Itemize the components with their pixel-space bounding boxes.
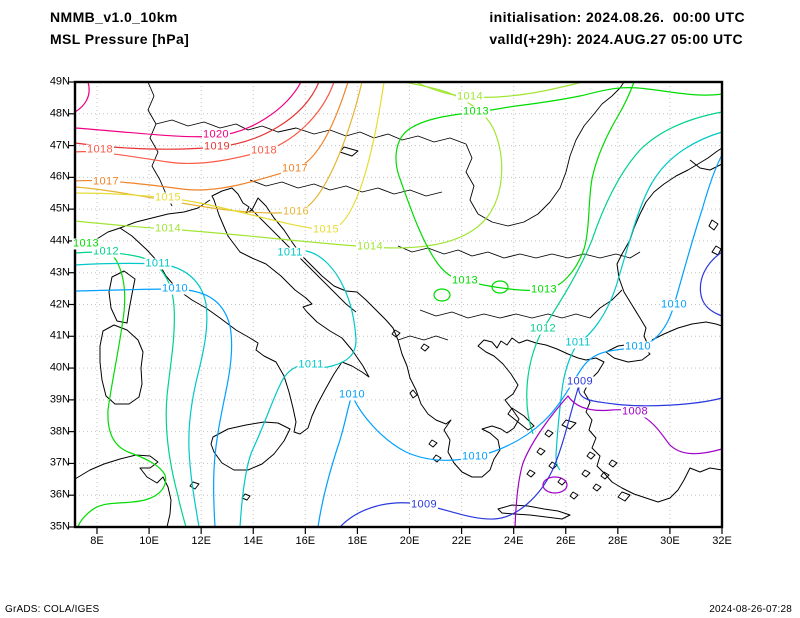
lon-tick-label: 30E [660, 535, 680, 547]
contour-label: 1010 [460, 450, 490, 463]
lat-tick-label: 43N [49, 266, 70, 279]
lat-tick-label: 44N [49, 234, 70, 247]
lon-tick-label: 24E [503, 535, 524, 547]
contour-label: 1012 [91, 245, 121, 258]
grads-credit: GrADS: COLA/IGES [5, 604, 100, 615]
contour-label: 1008 [620, 405, 650, 418]
contour-label: 1013 [461, 105, 491, 118]
contour-label: 1017 [280, 162, 310, 175]
contour-label: 1016 [281, 205, 311, 218]
contour-label: 1013 [529, 283, 559, 296]
contour-label: 1010 [160, 282, 190, 295]
lat-tick-label: 46N [49, 170, 70, 183]
contour-label: 1013 [71, 237, 101, 250]
lon-tick-label: 26E [555, 535, 576, 547]
contour-label: 1018 [249, 144, 279, 157]
contour-label: 1011 [144, 257, 172, 270]
contour-label: 1014 [355, 240, 385, 253]
lon-tick-label: 14E [243, 535, 264, 547]
lon-tick-label: 10E [139, 535, 159, 547]
lat-tick-label: 41N [49, 329, 70, 342]
lon-tick-label: 18E [347, 535, 368, 547]
map-frame [73, 80, 724, 529]
lat-tick-label: 38N [49, 425, 70, 438]
contour-label: 1010 [337, 388, 367, 401]
lat-tick-label: 40N [49, 361, 70, 374]
contour-label: 1014 [455, 90, 485, 103]
lon-tick-label: 12E [191, 535, 211, 547]
lat-tick-label: 42N [49, 298, 70, 310]
contour-label: 1020 [201, 128, 231, 141]
contour-label: 1011 [276, 246, 304, 259]
country-borders [147, 81, 641, 341]
contour-label: 1009 [565, 375, 595, 388]
contour-label: 1015 [311, 223, 341, 236]
lon-tick-label: 22E [451, 535, 472, 547]
lat-tick-label: 47N [49, 139, 70, 152]
lat-tick-label: 48N [49, 107, 70, 120]
contour-label: 1010 [659, 298, 689, 311]
lat-tick-label: 36N [49, 488, 70, 501]
pressure-contours [74, 81, 723, 528]
contour-label: 1011 [564, 336, 592, 349]
lon-tick-label: 28E [608, 535, 628, 547]
contour-label: 1019 [202, 140, 232, 153]
creation-timestamp: 2024-08-26-07:28 [709, 604, 792, 615]
lon-tick-label: 20E [399, 535, 420, 547]
lat-tick-label: 35N [49, 520, 70, 533]
lon-tick-label: 8E [90, 535, 104, 547]
contour-label: 1015 [153, 191, 183, 204]
valid-time: valld(+29h): 2024.AUG.27 05:00 UTC [489, 31, 743, 47]
lat-tick-label: 49N [49, 75, 70, 88]
contour-label: 1010 [623, 340, 653, 353]
contour-label: 1013 [450, 274, 480, 287]
contour-label: 1014 [153, 222, 183, 235]
contour-label: 1011 [297, 358, 325, 371]
contour-label: 1009 [409, 498, 439, 511]
model-title: NMMB_v1.0_10km [50, 9, 178, 25]
lon-tick-label: 16E [295, 535, 316, 547]
field-title: MSL Pressure [hPa] [50, 31, 190, 47]
contour-label: 1012 [528, 322, 558, 335]
contour-label: 1018 [85, 143, 115, 156]
init-time: initialisation: 2024.08.26. 00:00 UTC [489, 9, 745, 25]
lat-tick-label: 39N [49, 393, 70, 406]
contour-label: 1017 [91, 175, 121, 188]
lat-tick-label: 37N [49, 456, 70, 469]
lon-tick-label: 32E [712, 535, 732, 547]
lat-tick-label: 45N [49, 202, 70, 215]
